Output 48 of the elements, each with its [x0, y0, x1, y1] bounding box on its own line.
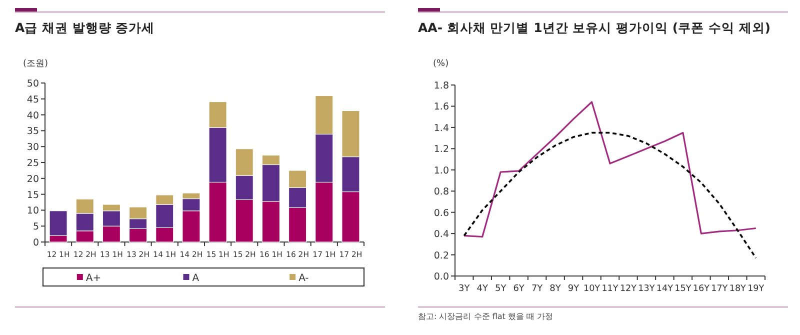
line-series [463, 132, 757, 259]
text: 참고: 시장금리 수준 flat 했을 때 가정 [418, 312, 554, 321]
x-tick-label: 16Y [692, 284, 710, 294]
y-tick-label: 45 [26, 94, 39, 106]
y-tick-label: 0 [32, 238, 39, 248]
y-tick-label: 0.0 [434, 272, 449, 282]
chart-title: AA- 회사채 만기별 1년간 보유시 평가이익 (쿠폰 수익 제외) [418, 20, 770, 35]
y-tick-label: 0.2 [434, 250, 449, 262]
x-tick-label: 9Y [568, 284, 580, 294]
legend-label: A- [298, 273, 310, 284]
y-tick-label: 25 [26, 158, 39, 169]
x-tick-label: 3Y [458, 284, 470, 294]
y-tick-label: 20 [26, 174, 39, 185]
x-tick-label: 14Y [656, 284, 674, 294]
x-tick-label: 13Y [638, 284, 656, 294]
x-tick-label: 19Y [748, 284, 765, 294]
x-tick-label: 7Y [531, 284, 544, 294]
y-tick-label: 1.2 [434, 144, 449, 156]
legend-label: A [192, 273, 200, 284]
x-tick-label: 17Y [711, 284, 728, 294]
y-tick-label: 15 [26, 190, 39, 201]
y-tick-label: 35 [26, 126, 39, 138]
x-tick-label: 4Y [476, 284, 488, 294]
x-tick-label: 15Y [674, 284, 692, 294]
x-tick-label: 11Y [602, 284, 619, 294]
y-tick-label: 40 [26, 110, 39, 122]
legend-label: A+ [86, 273, 102, 284]
x-tick-label: 8Y [550, 284, 562, 294]
y-tick-label: 1.8 [434, 80, 449, 92]
y-tick-label: 0.8 [434, 186, 449, 198]
y-tick-label: 0.4 [434, 229, 449, 240]
y-tick-label: 0.6 [434, 208, 449, 219]
x-tick-label: 6Y [513, 284, 525, 294]
chart-title: A급 채권 발행량 증가세 [15, 20, 155, 35]
y-tick-label: 1.0 [434, 165, 449, 176]
x-tick-label: 12Y [620, 284, 638, 294]
y-tick-label: 50 [26, 78, 39, 90]
x-tick-label: 5Y [494, 284, 507, 294]
y-tick-label: 1.4 [434, 122, 449, 134]
y-tick-label: 1.6 [434, 102, 449, 113]
y-tick-label: 30 [26, 142, 39, 154]
line-series [463, 101, 757, 238]
x-tick-label: 10Y [583, 284, 601, 294]
y-axis-title: (%) [433, 59, 449, 69]
x-tick-label: 18Y [729, 284, 747, 294]
y-tick-label: 10 [26, 206, 39, 217]
y-axis-title: (조원) [23, 59, 48, 69]
y-tick-label: 5 [32, 222, 39, 233]
